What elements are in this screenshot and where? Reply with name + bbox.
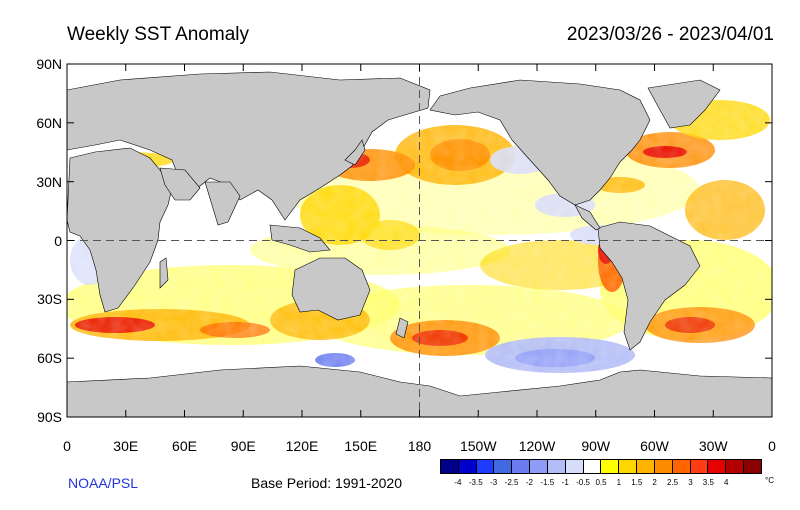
colorbar-box: [565, 460, 584, 473]
colorbar-box: [708, 460, 727, 473]
lon-label: 120E: [285, 438, 319, 454]
axis-ticks: [66, 63, 773, 418]
colorbar-label: -1: [561, 478, 569, 487]
lat-label: 30S: [37, 291, 62, 308]
lat-label: 60S: [37, 350, 62, 367]
lon-label: 150W: [459, 438, 497, 454]
lat-label: 30N: [36, 173, 62, 190]
colorbar-label: 2: [652, 478, 657, 487]
colorbar-box: [583, 460, 602, 473]
lon-label: 90W: [581, 438, 611, 454]
central-america: [574, 204, 601, 231]
colorbar-label: -0.5: [576, 478, 591, 487]
australia: [291, 257, 371, 321]
colorbar-box: [441, 460, 459, 473]
lat-label: 90N: [36, 56, 62, 72]
lon-label: 120W: [518, 438, 556, 454]
colorbar-box: [476, 460, 495, 473]
lon-label: 30W: [698, 438, 728, 454]
colorbar-label: -1.5: [540, 478, 555, 487]
lon-label: 0: [768, 438, 776, 454]
colorbar-label: 3.5: [702, 478, 714, 487]
lon-label: 150E: [344, 438, 378, 454]
colorbar-label: -3: [490, 478, 498, 487]
north-america: [429, 79, 651, 206]
lon-label: 60E: [172, 438, 197, 454]
lon-label: 90E: [230, 438, 256, 454]
arabia: [159, 167, 201, 201]
colorbar-label: 1.5: [631, 478, 643, 487]
madagascar: [159, 257, 169, 289]
lon-label: 60W: [640, 438, 669, 454]
africa: [67, 147, 173, 313]
colorbar-box: [690, 460, 709, 473]
base-period-label: Base Period: 1991-2020: [251, 475, 402, 491]
colorbar-box: [530, 460, 548, 473]
lat-label: 60N: [36, 114, 62, 131]
colorbar-box: [744, 460, 761, 473]
colorbar-label: -2: [525, 478, 533, 487]
colorbar-box: [637, 460, 655, 473]
colorbar-label: 2.5: [666, 478, 679, 487]
colorbar-box: [458, 460, 477, 473]
japan: [344, 139, 366, 166]
colorbar-label: 4: [723, 478, 729, 487]
colorbar-unit: °C: [765, 476, 774, 485]
colorbar-box: [726, 460, 745, 473]
lon-label: 30E: [113, 438, 139, 454]
colorbar-box: [672, 460, 691, 473]
credit-label[interactable]: NOAA/PSL: [68, 475, 139, 491]
colorbar-box: [619, 460, 638, 473]
colorbar-label: 1: [616, 478, 622, 487]
lat-label: 90S: [37, 409, 62, 425]
colorbar-box: [601, 460, 620, 473]
new-zealand: [395, 317, 409, 339]
colorbar-box: [547, 460, 566, 473]
colorbar-label: -3.5: [468, 478, 483, 487]
colorbar-label: 3: [688, 478, 693, 487]
colorbar-label: 0.5: [595, 478, 607, 487]
colorbar-label: -2.5: [504, 478, 519, 487]
colorbar-box: [494, 460, 513, 473]
lat-label: 0: [54, 232, 62, 249]
lon-label: 0: [63, 438, 71, 454]
greenland: [647, 79, 721, 129]
date-range: 2023/03/26 - 2023/04/01: [566, 24, 774, 45]
colorbar: [440, 459, 762, 474]
south-america: [597, 221, 701, 351]
colorbar-box: [512, 460, 531, 473]
colorbar-label: -4: [454, 478, 462, 487]
india: [204, 181, 241, 226]
colorbar-box: [654, 460, 673, 473]
lon-label: 180: [407, 438, 432, 454]
map-title: Weekly SST Anomaly: [67, 24, 249, 45]
